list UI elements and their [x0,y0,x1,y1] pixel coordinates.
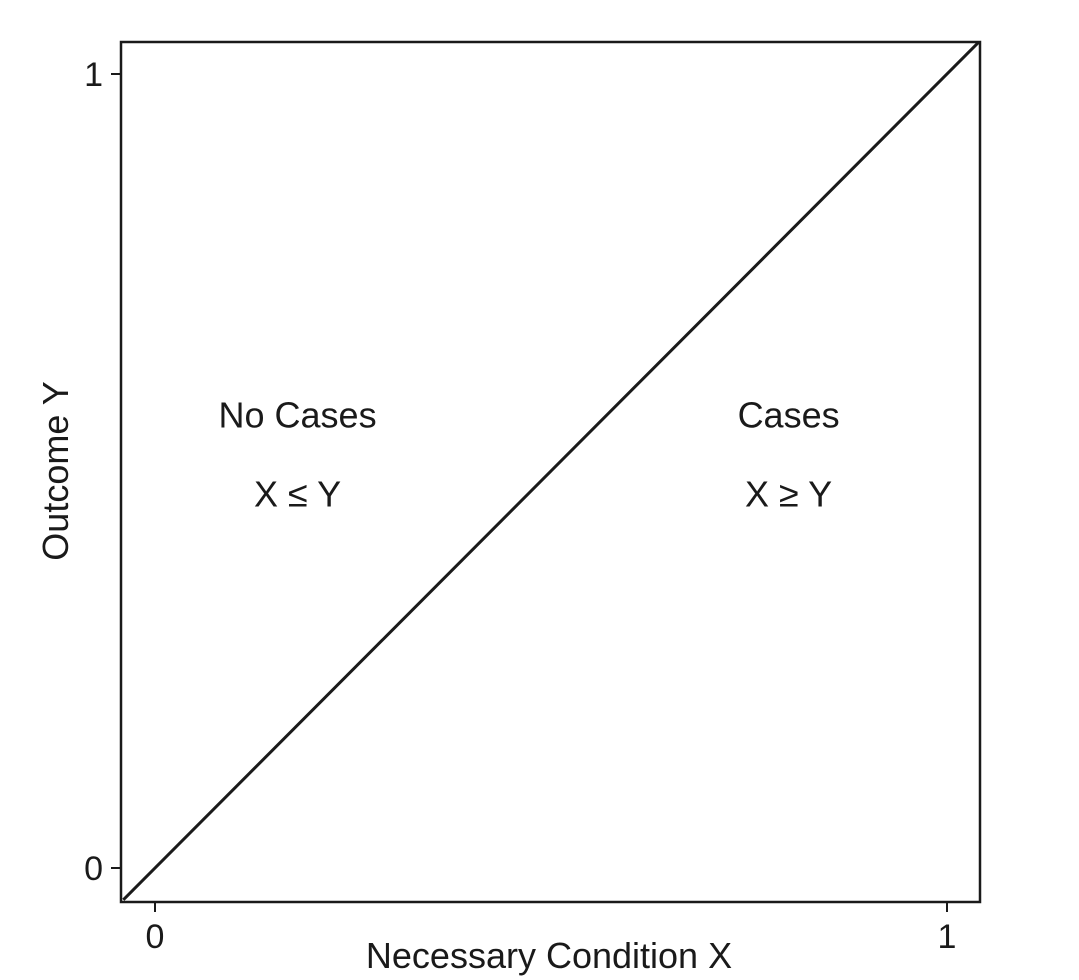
y-tick-label-1: 1 [84,56,103,94]
y-axis: 01 [84,56,121,888]
annotation-3: X ≥ Y [745,474,832,515]
diagonal-line-0 [122,41,980,901]
y-tick-label-0: 0 [84,850,103,888]
annotation-layer: No Cases X ≤ Y Cases X ≥ Y [219,394,840,514]
x-axis-label: Necessary Condition X [366,935,732,976]
x-tick-label-1: 1 [938,918,957,956]
plot-frame [119,40,982,904]
x-tick-label-0: 0 [146,918,165,956]
y-axis-label: Outcome Y [35,381,76,560]
annotation-0: No Cases [219,394,377,435]
annotation-1: X ≤ Y [254,474,341,515]
annotation-2: Cases [738,394,840,435]
series-layer [122,41,980,901]
